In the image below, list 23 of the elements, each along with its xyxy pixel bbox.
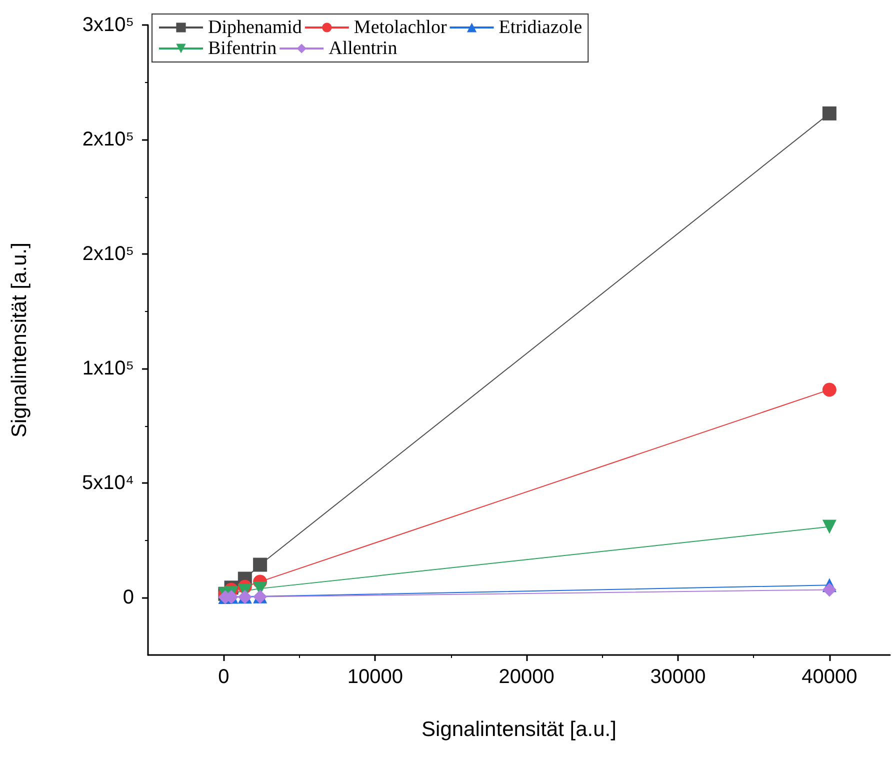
point [822,520,836,534]
x-tick-label: 0 [218,666,230,688]
legend-label: Bifentrin [208,38,278,59]
legend-label: Allentrin [328,38,398,59]
y-tick-label: 3x10⁵ [82,14,134,36]
x-tick-label: 40000 [802,666,858,688]
y-tick-label: 2x10⁵ [82,243,134,266]
x-tick-label: 30000 [650,666,706,688]
x-axis-title: Signalintensität [a.u.] [422,718,616,741]
x-tick-label: 10000 [347,666,403,688]
y-tick-label: 2x10⁵ [82,128,134,151]
y-tick-label: 1x10⁵ [82,358,134,380]
y-tick-label: 5x10⁴ [82,472,134,494]
point [253,558,268,572]
point [822,582,836,597]
legend-label: Metolachlor [354,17,448,38]
point [822,106,836,120]
legend-label: Etridiazole [498,17,582,38]
point [822,382,836,397]
y-axis-title: Signalintensität [a.u.] [8,242,31,438]
x-tick-label: 20000 [498,666,554,688]
legend-label: Diphenamid [208,17,302,38]
y-tick-label: 0 [122,586,134,609]
